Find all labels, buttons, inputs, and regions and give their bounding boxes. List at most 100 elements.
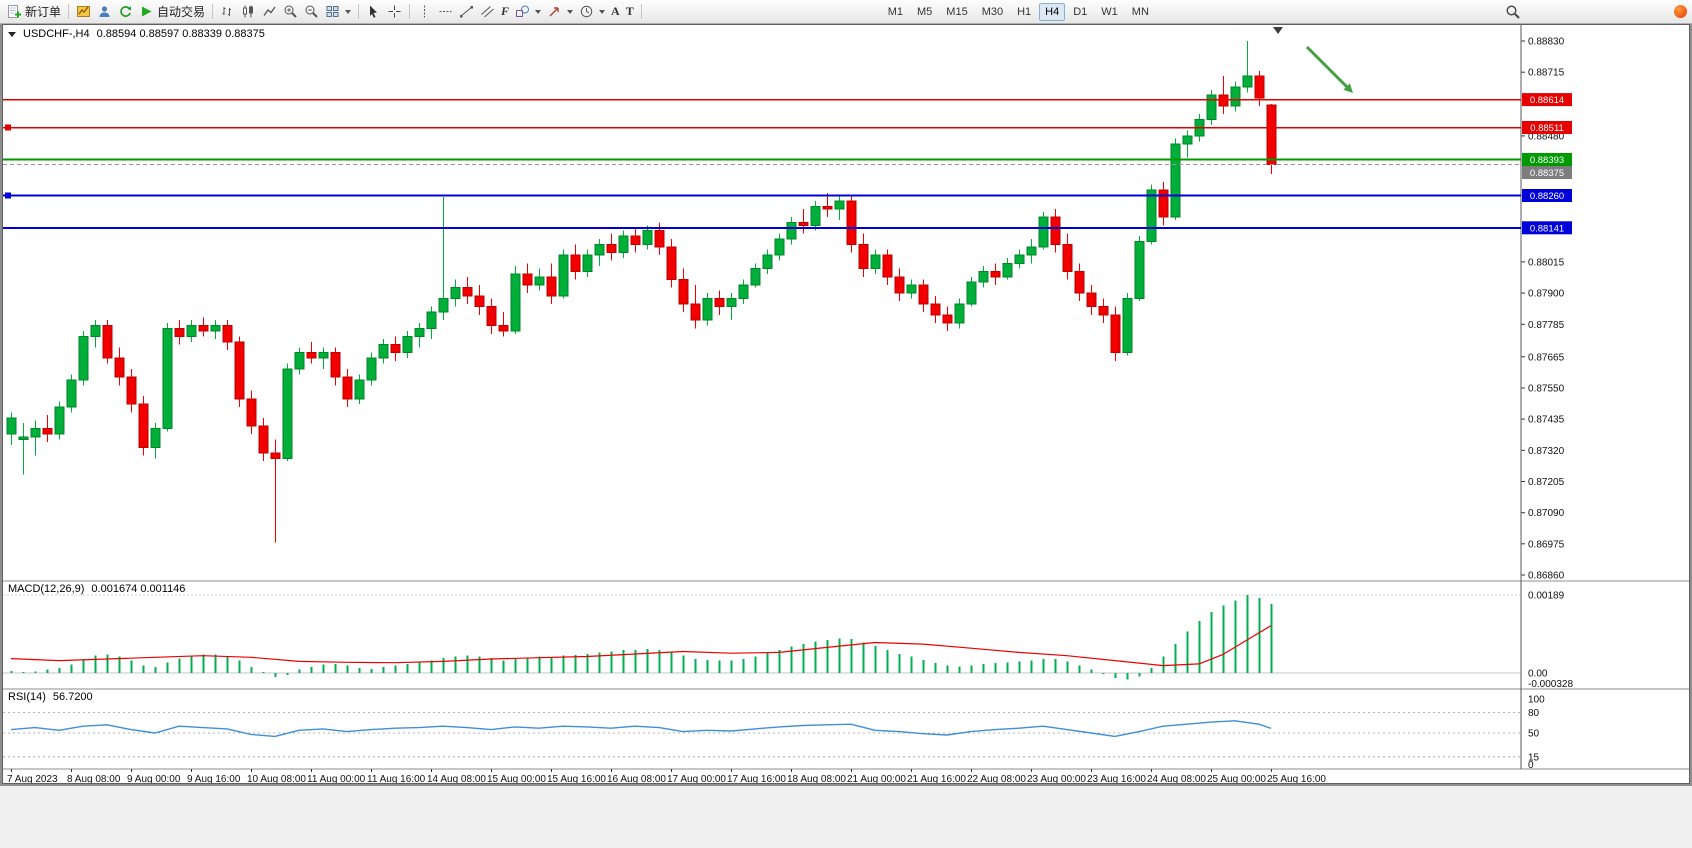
search-button[interactable] <box>1502 2 1524 22</box>
crosshair-button[interactable] <box>384 2 405 22</box>
time-tick-label: 21 Aug 16:00 <box>907 774 966 783</box>
price-tick-label: 0.87665 <box>1528 352 1565 363</box>
timeframe-button-m5[interactable]: M5 <box>917 5 933 18</box>
autotrading-button[interactable]: 自动交易 <box>136 2 208 22</box>
timeframe-button-m15[interactable]: M15 <box>946 5 968 18</box>
candle <box>870 249 881 275</box>
candle <box>798 209 809 234</box>
candle <box>246 390 257 434</box>
timeframe-button-mn[interactable]: MN <box>1131 5 1149 18</box>
channel-tool-button[interactable] <box>477 2 498 22</box>
candle <box>570 244 581 280</box>
zoom-in-button[interactable] <box>280 2 301 22</box>
candle <box>102 320 113 364</box>
fibonacci-tool-button[interactable]: F <box>498 2 512 22</box>
cycle-lines-tool-button[interactable] <box>576 2 608 22</box>
candle <box>606 233 617 261</box>
candle <box>186 320 197 342</box>
chart-window: 0.88830 0.88715 0.88480 0.88015 0.87900 0.877… <box>2 24 1690 784</box>
candle <box>1158 182 1169 226</box>
candle <box>990 263 1001 285</box>
chevron-down-icon <box>535 9 542 14</box>
candle <box>846 195 857 253</box>
price-tick-label: 0.88715 <box>1528 68 1565 79</box>
new-order-button[interactable]: 新订单 <box>4 2 64 22</box>
macd-name: MACD(12,26,9) <box>8 583 85 595</box>
chart-shift-marker[interactable] <box>1273 27 1283 34</box>
line-handle[interactable] <box>5 192 11 199</box>
candle <box>462 276 473 304</box>
time-tick-label: 9 Aug 00:00 <box>127 774 181 783</box>
toolbar-separator <box>68 4 70 19</box>
chart-wizard-button[interactable] <box>73 2 94 22</box>
rsi-axis-label: 100 <box>1528 695 1545 706</box>
line-handle[interactable] <box>5 124 11 131</box>
bar-chart-button[interactable] <box>217 2 238 22</box>
time-tick-label: 14 Aug 08:00 <box>427 774 486 783</box>
horizontal-line-tool-button[interactable] <box>435 2 456 22</box>
text-tool-icon: A <box>611 4 620 18</box>
notification-badge[interactable] <box>1674 5 1687 18</box>
candle <box>1014 249 1025 269</box>
shapes-tool-button[interactable] <box>512 2 544 22</box>
cursor-button[interactable] <box>363 2 384 22</box>
candle <box>690 285 701 329</box>
chevron-down-icon <box>599 9 606 14</box>
rsi-name: RSI(14) <box>8 691 46 703</box>
profile-button[interactable] <box>94 2 115 22</box>
macd-axis-label: -0.000328 <box>1528 679 1573 690</box>
text-tool-button[interactable]: A <box>608 2 623 22</box>
candle <box>510 266 521 334</box>
rsi-axis-label: 0 <box>1528 760 1534 771</box>
symbol-dropdown-icon[interactable] <box>8 31 16 37</box>
time-tick-label: 10 Aug 08:00 <box>247 774 306 783</box>
candlestick-chart-button[interactable] <box>238 2 259 22</box>
candle <box>906 279 917 299</box>
search-icon <box>1506 4 1520 19</box>
trendline-tool-button[interactable] <box>456 2 477 22</box>
candle <box>1122 293 1133 356</box>
timeframe-button-h4[interactable]: H4 <box>1039 2 1066 21</box>
zoom-out-button[interactable] <box>301 2 322 22</box>
candle <box>1146 184 1157 245</box>
chart-canvas[interactable]: 0.88830 0.88715 0.88480 0.88015 0.87900 0.877… <box>3 25 1689 783</box>
timeframe-button-h1[interactable]: H1 <box>1017 5 1032 18</box>
price-tag <box>1522 166 1572 179</box>
price-tag-label: 0.88260 <box>1530 191 1564 202</box>
candle <box>1182 130 1193 158</box>
candle <box>786 217 797 245</box>
timeframe-button-m30[interactable]: M30 <box>981 5 1004 18</box>
label-tool-button[interactable]: T <box>623 2 637 22</box>
toolbar: 新订单 自动交易 <box>0 0 1692 24</box>
timeframe-button-w1[interactable]: W1 <box>1101 5 1118 18</box>
candle <box>438 196 449 321</box>
timeframe-button-d1[interactable]: D1 <box>1073 5 1088 18</box>
trendline-icon <box>460 6 474 18</box>
tile-windows-button[interactable] <box>322 2 354 22</box>
tile-windows-icon <box>326 6 339 17</box>
fibonacci-icon: F <box>501 4 510 18</box>
macd-histogram <box>10 595 1273 680</box>
candle <box>414 322 425 348</box>
line-chart-button[interactable] <box>259 2 280 22</box>
candle <box>750 263 761 288</box>
bar-chart-icon <box>222 7 232 16</box>
toolbar-separator <box>358 4 360 19</box>
candle <box>702 293 713 326</box>
timeframe-button-m1[interactable]: M1 <box>887 5 904 18</box>
candle <box>558 249 569 299</box>
macd-signal-line <box>10 625 1272 667</box>
candle <box>354 374 365 405</box>
time-axis[interactable]: 7 Aug 2023 8 Aug 08:00 9 Aug 00:00 9 Aug 16… <box>7 769 1326 783</box>
price-tick-label: 0.87205 <box>1528 477 1565 488</box>
refresh-button[interactable] <box>115 2 136 22</box>
candle <box>822 192 833 218</box>
candle <box>522 263 533 294</box>
ohlc-values: 0.88594 0.88597 0.88339 0.88375 <box>96 28 265 40</box>
trend-arrow-annotation[interactable] <box>1305 45 1353 93</box>
candle <box>882 249 893 285</box>
price-axis[interactable]: 0.88830 0.88715 0.88480 0.88015 0.87900 0.877… <box>1521 37 1565 582</box>
arrows-tool-button[interactable] <box>544 2 576 22</box>
candle <box>618 230 629 258</box>
vertical-line-tool-button[interactable] <box>414 2 435 22</box>
